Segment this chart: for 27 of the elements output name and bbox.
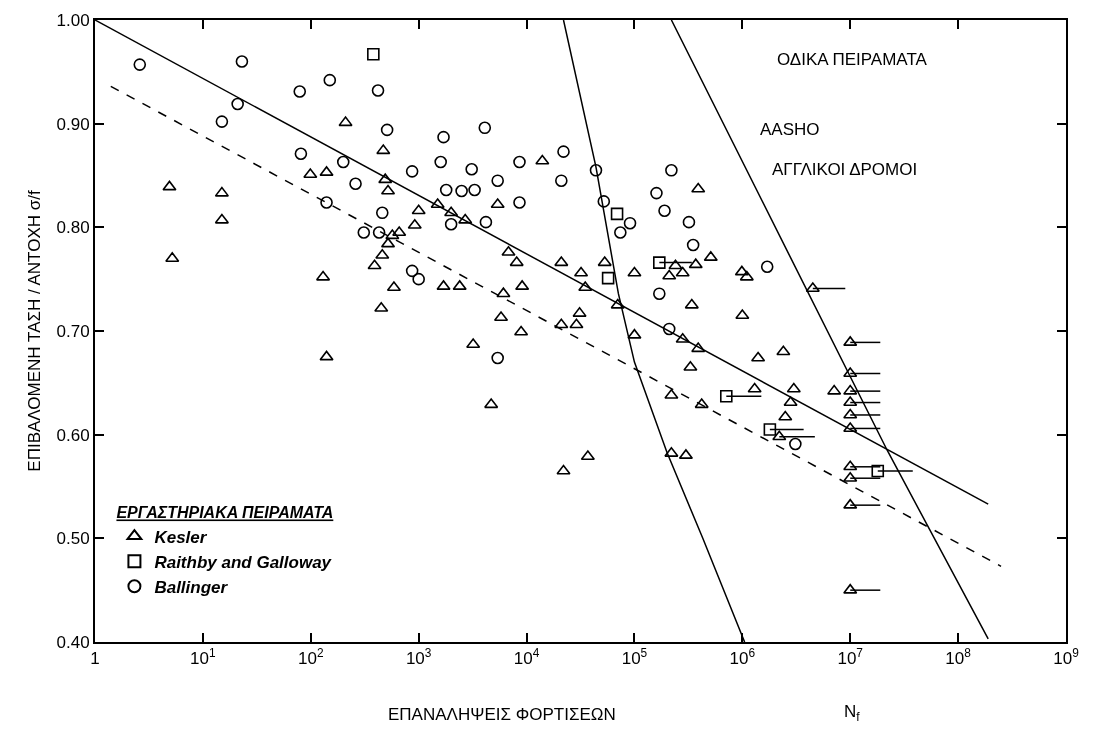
annotation: AASHO [760,120,820,139]
y-tick-label: 0.50 [56,529,90,549]
x-tick-label: 10$^{5}$ [621,646,648,669]
y-tick-label: 0.70 [56,321,90,341]
x-tick-label: 10$^{4}$ [513,646,540,669]
legend-label: Kesler [154,527,208,547]
legend-label: Raithby and Galloway [154,552,333,572]
y-tick-label: 0.80 [56,218,90,238]
legend-label: Ballinger [154,577,229,597]
y-tick-label: 0.40 [56,632,90,652]
x-tick-label: 10$^{7}$ [837,646,864,669]
x-tick-label: 10$^{2}$ [298,646,324,669]
annotation: ΟΔΙΚΑ ΠΕΙΡΑΜΑΤΑ [777,50,928,69]
x-tick-label: 10$^{3}$ [405,646,432,669]
x-axis-title: ΕΠΑΝΑΛΗΨΕΙΣ ΦΟΡΤΙΣΕΩΝ [388,705,616,724]
x-tick-label: 1 [90,649,100,669]
x-tick-label: 10$^{9}$ [1053,646,1080,669]
text: N$_{f}$ [844,702,861,724]
x-tick-label: 10$^{6}$ [729,646,756,669]
y-tick-label: 1.00 [56,10,90,30]
y-tick-label: 0.60 [56,425,90,445]
x-tick-label: 10$^{8}$ [945,646,972,669]
y-tick-label: 0.90 [56,114,90,134]
annotation: ΑΓΓΛΙΚΟΙ ΔΡΟΜΟΙ [772,160,918,179]
y-axis-title: ΕΠΙΒΑΛΟΜΕΝΗ ΤΑΣΗ / ΑΝΤΟΧΗ σ/f [24,190,44,472]
legend-title: ΕΡΓΑΣΤΗΡΙΑΚΑ ΠΕΙΡΑΜΑΤΑ [116,504,334,522]
x-tick-label: 10$^{1}$ [190,646,217,669]
